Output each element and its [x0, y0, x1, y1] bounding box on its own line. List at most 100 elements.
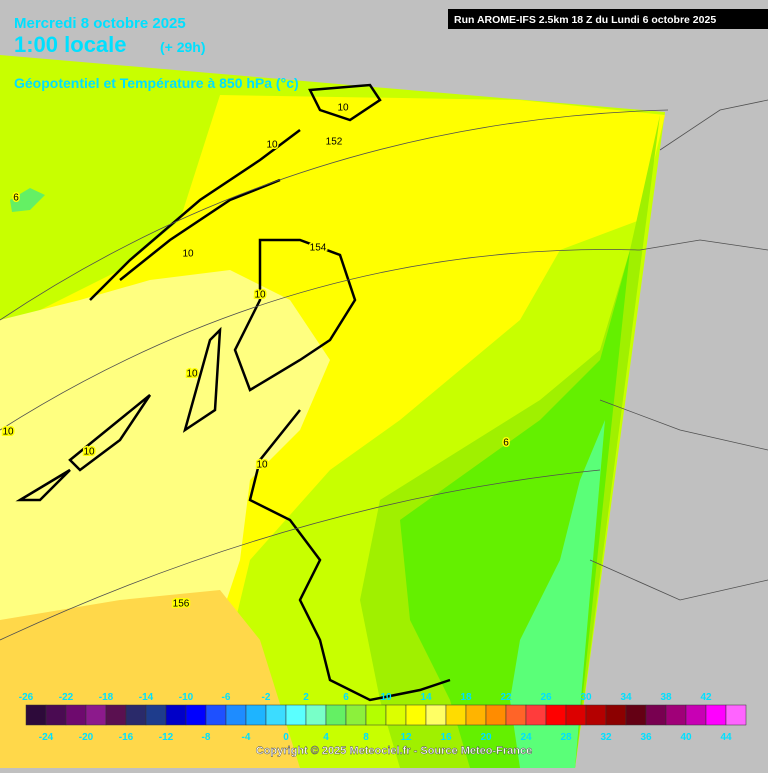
scale-swatch — [325, 704, 347, 726]
geopotential-lines — [0, 99, 768, 641]
scale-swatch — [65, 704, 87, 726]
scale-swatch — [425, 704, 447, 726]
scale-label: 42 — [700, 692, 712, 703]
time: 1:00 locale — [14, 32, 127, 57]
scale-label: 28 — [560, 732, 572, 743]
scale-swatch — [225, 704, 247, 726]
isotherm — [89, 129, 301, 301]
scale-label: 44 — [720, 732, 732, 743]
isotherm — [119, 178, 281, 281]
contour-label: 6 — [13, 193, 19, 204]
scale-label: -6 — [222, 692, 231, 703]
scale-label: 22 — [500, 692, 512, 703]
geopotential-line — [0, 249, 641, 431]
scale-label: 30 — [580, 692, 592, 703]
contour-label: 156 — [173, 599, 190, 610]
scale-swatch — [625, 704, 647, 726]
scale-swatch — [505, 704, 527, 726]
scale-swatch — [665, 704, 687, 726]
scale-swatch — [405, 704, 427, 726]
scale-label: -16 — [119, 732, 134, 743]
scale-label: -26 — [19, 692, 34, 703]
scale-swatch — [605, 704, 627, 726]
scale-label: -22 — [59, 692, 74, 703]
scale-swatch — [565, 704, 587, 726]
scale-label: 36 — [640, 732, 652, 743]
scale-label: -18 — [99, 692, 114, 703]
contour-label: 10 — [2, 427, 14, 438]
scale-swatch — [285, 704, 307, 726]
contour-label: 10 — [256, 460, 268, 471]
scale-label: 38 — [660, 692, 672, 703]
copyright: Copyright © 2025 Meteociel.fr - Source M… — [256, 745, 532, 757]
scale-label: 20 — [480, 732, 492, 743]
scale-label: 16 — [440, 732, 452, 743]
scale-swatch — [585, 704, 607, 726]
scale-label: 10 — [380, 692, 392, 703]
scale-swatch — [145, 704, 167, 726]
run-info: Run AROME-IFS 2.5km 18 Z du Lundi 6 octo… — [454, 14, 716, 26]
contour-labels: 10 10 152 6 154 10 10 10 10 10 6 10 156 — [1, 101, 511, 611]
scale-swatch — [105, 704, 127, 726]
subtitle: Géopotentiel et Température à 850 hPa (°… — [14, 75, 299, 91]
scale-swatch — [485, 704, 507, 726]
scale-swatch — [305, 704, 327, 726]
scale-swatch — [385, 704, 407, 726]
scale-swatch — [45, 704, 67, 726]
scale-label: 4 — [323, 732, 329, 743]
scale-swatch — [25, 704, 47, 726]
contour-label: 10 — [182, 249, 194, 260]
scale-label: 40 — [680, 732, 692, 743]
scale-label: 32 — [600, 732, 612, 743]
scale-label: -2 — [262, 692, 271, 703]
scale-label: 26 — [540, 692, 552, 703]
geopotential-line — [0, 469, 601, 641]
border — [248, 409, 451, 702]
cool-patch — [10, 188, 45, 212]
scale-swatch — [165, 704, 187, 726]
isotherm — [182, 326, 222, 433]
scale-swatch — [725, 704, 747, 726]
mild-zone — [0, 270, 330, 660]
scale-label: -8 — [202, 732, 211, 743]
scale-label: -4 — [242, 732, 251, 743]
scale-label: -14 — [139, 692, 154, 703]
cold-zone — [510, 420, 605, 768]
geopotential-line — [0, 109, 669, 321]
isotherms — [15, 83, 451, 702]
isotherm — [308, 83, 382, 122]
contour-label: 10 — [254, 290, 266, 301]
scale-label: 6 — [343, 692, 349, 703]
scale-swatch — [245, 704, 267, 726]
isotherm — [15, 468, 71, 502]
scale-label: 14 — [420, 692, 432, 703]
offset: (+ 29h) — [160, 39, 206, 55]
scale-swatch — [685, 704, 707, 726]
scale-label: 12 — [400, 732, 412, 743]
isotherm — [68, 394, 152, 472]
contour-label: 10 — [83, 447, 95, 458]
scale-label: -24 — [39, 732, 54, 743]
temperature-field — [0, 55, 665, 768]
scale-swatch — [265, 704, 287, 726]
country-border — [589, 99, 768, 601]
scale-swatch — [365, 704, 387, 726]
scale-swatch — [465, 704, 487, 726]
contour-label: 10 — [266, 140, 278, 151]
contour-label: 154 — [310, 243, 327, 254]
scale-swatch — [645, 704, 667, 726]
scale-label: -12 — [159, 732, 174, 743]
scale-swatch — [545, 704, 567, 726]
scale-swatch — [205, 704, 227, 726]
isotherm — [233, 238, 357, 392]
scale-swatch — [705, 704, 727, 726]
scale-label: -20 — [79, 732, 94, 743]
date: Mercredi 8 octobre 2025 — [14, 15, 186, 32]
run-box — [448, 9, 768, 29]
scale-swatch — [185, 704, 207, 726]
scale-swatch — [85, 704, 107, 726]
contour-label: 10 — [337, 103, 349, 114]
scale-swatch — [525, 704, 547, 726]
